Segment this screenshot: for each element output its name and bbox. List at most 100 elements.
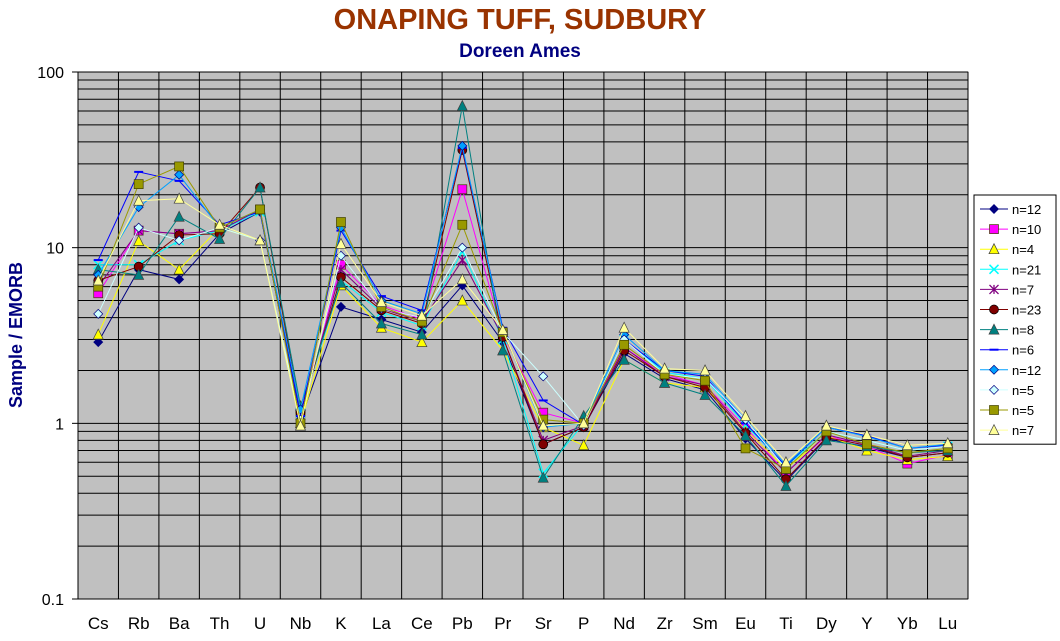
data-point (133, 179, 144, 189)
legend-item: n=21 (980, 262, 1041, 277)
data-point (942, 436, 954, 449)
data-point (456, 294, 468, 306)
data-point (173, 192, 185, 204)
data-point (538, 371, 549, 382)
legend-label: n=21 (1012, 262, 1041, 277)
x-tick-label: Pb (452, 614, 473, 633)
data-point (740, 443, 751, 454)
data-point (537, 471, 549, 483)
x-tick-label: Lu (938, 614, 957, 633)
data-point (174, 235, 185, 246)
legend-item: n=12 (980, 202, 1041, 217)
data-point (699, 388, 711, 400)
data-point (739, 429, 752, 441)
series-line (98, 149, 948, 481)
data-point (619, 339, 629, 350)
data-point (988, 264, 1000, 275)
legend-label: n=10 (1012, 222, 1041, 237)
legend-label: n=7 (1012, 423, 1034, 438)
data-point (457, 140, 468, 151)
data-point (739, 409, 752, 421)
data-point (457, 242, 468, 253)
data-point (336, 217, 346, 227)
data-point (659, 362, 671, 374)
legend: n=12 n=10 n=4 n=21 n=7 n=23 n=8 n=6 n=12 n=5 n=5 n=… (973, 194, 1057, 445)
data-point (456, 273, 468, 285)
data-point (174, 161, 184, 172)
data-point (335, 301, 346, 312)
legend-label: n=12 (1012, 363, 1041, 378)
data-point (989, 405, 999, 415)
data-point (294, 419, 307, 431)
data-point (820, 434, 832, 446)
data-point (618, 321, 630, 333)
legend-box (973, 194, 1057, 445)
data-point (456, 99, 468, 111)
data-point (700, 375, 710, 386)
data-point (93, 308, 104, 319)
data-point (699, 364, 711, 376)
data-point (92, 328, 104, 340)
x-tick-label: Ba (169, 614, 190, 633)
data-point (174, 274, 185, 285)
data-point (537, 419, 549, 431)
data-point (578, 417, 590, 429)
x-tick-label: Nb (290, 614, 312, 633)
y-tick-label: 1 (55, 416, 64, 433)
y-tick-label: 0.1 (42, 592, 64, 609)
plot-area: 0.1 1 10 100 Cs Rb Ba Th U Nb K La Ce Pb Pr Sr P Nd Zr Sm Eu… (37, 65, 969, 633)
chart-subtitle: Doreen Ames (459, 41, 581, 62)
legend-item: n=10 (980, 222, 1041, 237)
data-point (457, 255, 468, 266)
legend-item: n=7 (980, 423, 1034, 438)
legend-item: n=5 (980, 403, 1034, 418)
x-tick-label: Pr (494, 614, 511, 633)
data-point (335, 276, 347, 288)
legend-item: n=7 (980, 282, 1034, 297)
data-point (659, 376, 671, 388)
data-point (457, 219, 468, 230)
data-point (133, 222, 144, 233)
data-point (255, 204, 265, 215)
series-line (97, 208, 948, 474)
legend-label: n=6 (1012, 343, 1034, 358)
series-line (97, 211, 948, 482)
data-point (820, 419, 832, 431)
data-point (538, 439, 549, 450)
legend-item: n=8 (980, 323, 1034, 338)
data-point (457, 184, 468, 195)
x-tick-label: Ti (779, 614, 793, 633)
data-point (861, 428, 873, 440)
data-point (780, 456, 792, 468)
data-point (989, 304, 999, 315)
data-point (578, 438, 590, 451)
legend-label: n=4 (1012, 242, 1034, 257)
data-point (214, 218, 226, 230)
legend-label: n=5 (1012, 403, 1034, 418)
data-point (133, 268, 145, 280)
data-point (901, 438, 913, 451)
legend-item: n=12 (980, 363, 1041, 378)
data-point (375, 317, 387, 329)
data-point (375, 295, 387, 307)
data-point (988, 323, 1000, 335)
data-point (254, 181, 266, 193)
legend-item: n=23 (980, 303, 1041, 318)
data-point (497, 344, 509, 356)
y-axis-label: Sample / EMORB (6, 262, 26, 408)
data-point (989, 224, 999, 234)
x-tick-label: La (372, 614, 391, 633)
x-tick-label: Sr (535, 614, 552, 633)
data-point (254, 234, 266, 246)
x-tick-label: Nd (613, 614, 635, 633)
data-point (862, 439, 872, 450)
y-tick-label: 10 (46, 241, 64, 258)
x-tick-label: K (335, 614, 347, 633)
data-point (92, 274, 104, 286)
data-point (416, 328, 428, 340)
x-tick-label: Sm (692, 614, 718, 633)
data-point (335, 237, 347, 249)
data-point (618, 353, 630, 365)
series-line (98, 105, 948, 487)
